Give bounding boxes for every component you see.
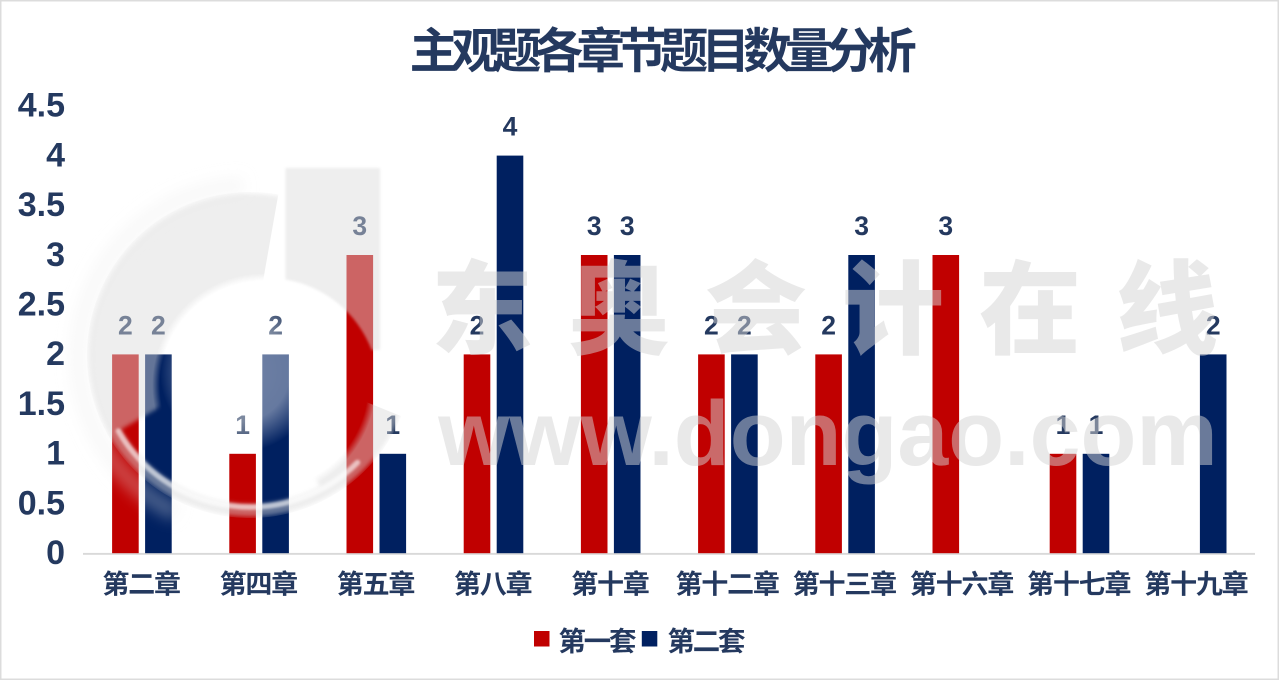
svg-text:www.dongao.com: www.dongao.com: [437, 383, 1217, 485]
svg-text:2: 2: [151, 310, 166, 340]
svg-text:4: 4: [46, 136, 65, 174]
svg-text:3: 3: [352, 211, 367, 241]
svg-text:4.5: 4.5: [18, 87, 65, 125]
svg-text:3: 3: [46, 236, 65, 274]
svg-text:2.5: 2.5: [18, 286, 65, 324]
svg-text:1: 1: [385, 410, 400, 440]
svg-text:1.5: 1.5: [18, 385, 65, 423]
svg-text:2: 2: [821, 310, 836, 340]
svg-text:1: 1: [1056, 410, 1071, 440]
svg-text:2: 2: [118, 310, 133, 340]
svg-text:1: 1: [1089, 410, 1104, 440]
svg-text:3: 3: [938, 211, 953, 241]
svg-text:3: 3: [854, 211, 869, 241]
svg-text:4: 4: [503, 112, 518, 142]
svg-text:3: 3: [620, 211, 635, 241]
svg-text:3.5: 3.5: [18, 186, 65, 224]
svg-text:3: 3: [587, 211, 602, 241]
svg-text:2: 2: [46, 335, 65, 373]
svg-text:1: 1: [46, 435, 65, 473]
svg-text:0: 0: [46, 534, 65, 572]
svg-text:0.5: 0.5: [18, 484, 65, 522]
